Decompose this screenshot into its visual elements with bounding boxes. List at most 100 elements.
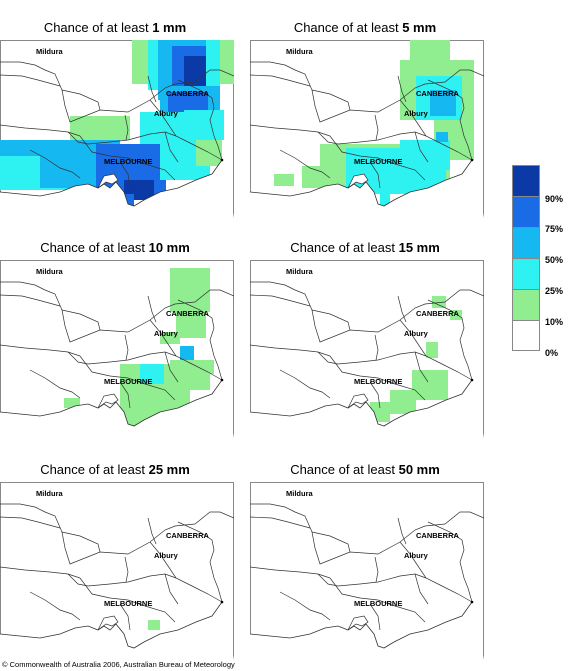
melbourne-label: MELBOURNE xyxy=(104,599,152,608)
district-boundary xyxy=(374,556,379,583)
probability-cell xyxy=(450,310,462,320)
port-phillip-bay xyxy=(97,393,119,409)
district-boundary xyxy=(0,344,81,357)
district-boundary xyxy=(427,521,473,603)
district-boundary xyxy=(250,294,311,307)
port-phillip-bay xyxy=(97,615,119,631)
probability-cell xyxy=(184,56,206,92)
probability-cell xyxy=(70,116,130,140)
probability-cell xyxy=(148,620,160,630)
probability-cell xyxy=(180,346,194,360)
coastline xyxy=(0,601,223,649)
legend-swatch-10 xyxy=(512,289,540,320)
panel-title-5mm: Chance of at least 5 mm xyxy=(293,20,437,35)
probability-cell xyxy=(170,268,210,312)
probability-cell xyxy=(160,332,180,344)
probability-cell xyxy=(302,166,332,188)
district-boundary xyxy=(164,351,179,383)
district-boundary xyxy=(329,355,426,401)
melbourne-label: MELBOURNE xyxy=(354,599,402,608)
district-boundary xyxy=(397,517,407,545)
district-boundary xyxy=(147,295,157,323)
map-10mm: Mildura CANBERRA Albury MELBOURNE xyxy=(0,260,234,438)
district-boundary xyxy=(369,381,381,409)
district-boundary xyxy=(329,135,426,181)
district-boundary xyxy=(0,566,81,579)
legend-swatch-90 xyxy=(512,165,540,196)
coastline xyxy=(250,159,473,207)
port-phillip-bay xyxy=(347,173,369,189)
gabo-island-marker xyxy=(470,378,474,382)
coastline xyxy=(0,379,223,427)
sea-area xyxy=(250,160,484,218)
district-boundary xyxy=(124,114,129,141)
gabo-island-marker xyxy=(470,158,474,162)
district-boundary xyxy=(67,131,177,145)
district-boundary xyxy=(311,309,351,331)
map-5mm: Mildura CANBERRA Albury MELBOURNE xyxy=(250,40,484,218)
legend-swatch-75 xyxy=(512,196,540,227)
district-boundary xyxy=(279,591,331,621)
district-boundary xyxy=(164,131,179,163)
district-boundary xyxy=(279,149,331,179)
probability-cell xyxy=(64,398,80,408)
map-15mm: Mildura CANBERRA Albury MELBOURNE xyxy=(250,260,484,438)
district-boundary xyxy=(311,89,351,111)
albury-label: Albury xyxy=(154,551,179,560)
district-boundary xyxy=(79,355,176,401)
district-boundary xyxy=(67,573,177,587)
gabo-island-marker xyxy=(220,378,224,382)
district-boundary xyxy=(279,369,331,399)
district-boundary xyxy=(147,75,157,103)
albury-label: Albury xyxy=(404,551,429,560)
district-boundary xyxy=(374,334,379,361)
district-boundary xyxy=(177,79,223,161)
panel-title-50mm: Chance of at least 50 mm xyxy=(290,462,440,477)
canberra-label: CANBERRA xyxy=(416,309,460,318)
map-50mm: Mildura CANBERRA Albury MELBOURNE xyxy=(250,482,484,660)
melbourne-label: MELBOURNE xyxy=(104,377,152,386)
district-boundary xyxy=(119,161,131,189)
district-boundary xyxy=(0,74,61,87)
albury-label: Albury xyxy=(154,329,179,338)
district-boundary xyxy=(369,161,381,189)
panel-title-1mm: Chance of at least 1 mm xyxy=(43,20,187,35)
legend-label-90: 90% xyxy=(545,194,564,204)
district-boundary xyxy=(317,351,427,365)
canberra-label: CANBERRA xyxy=(416,531,460,540)
district-boundary xyxy=(61,309,101,331)
coastline xyxy=(0,159,223,207)
coastline xyxy=(250,379,473,427)
panel-title-15mm: Chance of at least 15 mm xyxy=(290,240,440,255)
canberra-label: CANBERRA xyxy=(416,89,460,98)
district-boundary xyxy=(414,573,429,605)
district-boundary xyxy=(414,351,429,383)
canberra-label: CANBERRA xyxy=(166,309,210,318)
probability-cell xyxy=(380,190,390,208)
district-boundary xyxy=(250,124,331,137)
probability-cell xyxy=(400,140,450,170)
probability-cell xyxy=(426,342,438,358)
district-boundary xyxy=(124,334,129,361)
district-boundary xyxy=(61,531,101,553)
canberra-label: CANBERRA xyxy=(166,531,210,540)
port-phillip-bay xyxy=(347,615,369,631)
albury-label: Albury xyxy=(404,109,429,118)
district-boundary xyxy=(317,573,427,587)
district-boundary xyxy=(317,131,427,145)
probability-legend: 90% 75% 50% 25% 10% 0% xyxy=(512,165,570,358)
legend-swatch-50 xyxy=(512,227,540,258)
mildura-label: Mildura xyxy=(286,267,313,276)
legend-label-25: 25% xyxy=(545,286,564,296)
probability-cell xyxy=(184,110,224,140)
probability-cell xyxy=(196,136,222,166)
gabo-island-marker xyxy=(220,158,224,162)
district-boundary xyxy=(119,603,131,631)
district-boundary xyxy=(147,517,157,545)
probability-cell xyxy=(140,364,164,384)
district-boundary xyxy=(250,74,311,87)
probability-cell xyxy=(432,296,446,308)
district-boundary xyxy=(177,299,223,381)
district-boundary xyxy=(250,344,331,357)
district-boundary xyxy=(250,516,311,529)
